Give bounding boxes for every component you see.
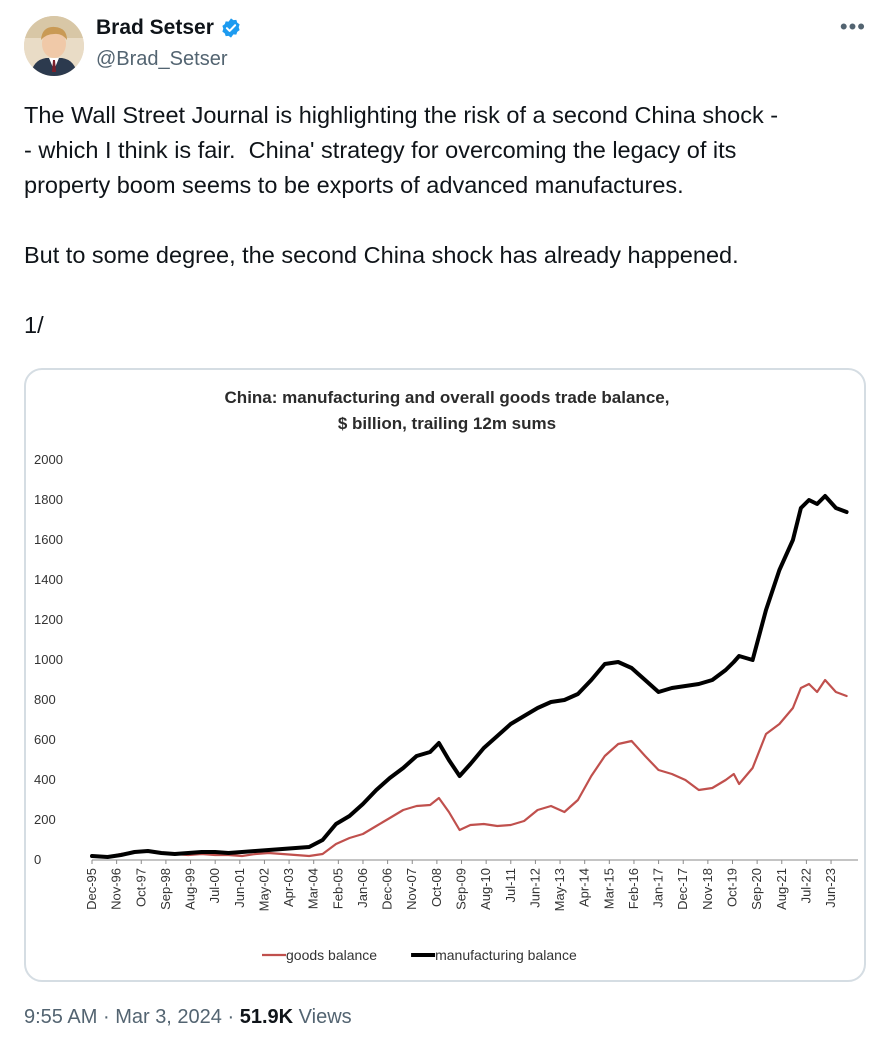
x-tick-label: Oct-19 xyxy=(724,868,739,907)
legend-label: manufacturing balance xyxy=(435,947,577,963)
tweet-media-chart[interactable]: China: manufacturing and overall goods t… xyxy=(24,368,866,982)
x-tick-label: Apr-03 xyxy=(281,868,296,907)
series-layer xyxy=(90,494,849,859)
x-tick-label: May-02 xyxy=(256,868,271,911)
x-tick-label: Nov-96 xyxy=(109,868,124,910)
y-tick-label: 1000 xyxy=(34,652,63,667)
y-tick-label: 2000 xyxy=(34,452,63,467)
manufacturing-balance-line xyxy=(90,494,849,859)
x-tick-label: Dec-95 xyxy=(84,868,99,910)
author-name[interactable]: Brad Setser xyxy=(96,16,214,39)
avatar-image xyxy=(24,16,84,76)
x-tick-label: Oct-97 xyxy=(133,868,148,907)
avatar[interactable] xyxy=(24,16,84,76)
x-tick-label: Sep-98 xyxy=(158,868,173,910)
x-tick-label: Sep-09 xyxy=(454,868,469,910)
y-tick-label: 0 xyxy=(34,852,41,867)
y-tick-label: 600 xyxy=(34,732,56,747)
y-tick-label: 1400 xyxy=(34,572,63,587)
y-tick-label: 1200 xyxy=(34,612,63,627)
x-tick-label: Oct-08 xyxy=(429,868,444,907)
y-tick-label: 800 xyxy=(34,692,56,707)
x-axis: Dec-95 Nov-96 Oct-97 Sep-98 Aug-99 Jul-00 Jun-… xyxy=(84,859,858,911)
x-tick-label: Aug-10 xyxy=(478,868,493,910)
x-tick-label: Jul-00 xyxy=(207,868,222,903)
legend: goods balance manufacturing balance xyxy=(262,947,577,963)
x-tick-label: Sep-20 xyxy=(749,868,764,910)
x-tick-label: Dec-17 xyxy=(675,868,690,910)
x-tick-label: Mar-04 xyxy=(306,868,321,909)
x-tick-label: Jan-17 xyxy=(651,868,666,908)
x-tick-label: Apr-14 xyxy=(577,868,592,907)
x-tick-label: Feb-05 xyxy=(330,868,345,909)
x-tick-label: Mar-15 xyxy=(601,868,616,909)
verified-badge-icon xyxy=(222,18,240,38)
chart: China: manufacturing and overall goods t… xyxy=(34,388,858,963)
x-tick-label: May-13 xyxy=(552,868,567,911)
x-tick-label: Aug-99 xyxy=(183,868,198,910)
y-tick-label: 400 xyxy=(34,772,56,787)
y-axis: 0 200 400 600 800 1000 1200 1400 1600 1800 2000 xyxy=(34,452,63,867)
meta-separator: · xyxy=(227,1006,235,1028)
y-tick-label: 200 xyxy=(34,812,56,827)
more-horizontal-icon[interactable]: ••• xyxy=(839,14,866,39)
x-tick-label: Jul-11 xyxy=(503,868,518,902)
x-tick-label: Jun-23 xyxy=(823,868,838,908)
x-tick-label: Feb-16 xyxy=(626,868,641,909)
x-tick-label: Dec-06 xyxy=(380,868,395,910)
tweet-text: The Wall Street Journal is highlighting … xyxy=(24,102,779,338)
chart-subtitle: $ billion, trailing 12m sums xyxy=(338,414,556,433)
meta-separator: · xyxy=(102,1006,110,1028)
timestamp-date[interactable]: Mar 3, 2024 xyxy=(115,1006,222,1028)
chart-title: China: manufacturing and overall goods t… xyxy=(225,388,670,407)
legend-label: goods balance xyxy=(286,947,377,963)
x-tick-label: Nov-07 xyxy=(404,868,419,910)
views-label: Views xyxy=(298,1006,352,1028)
author-handle[interactable]: @Brad_Setser xyxy=(96,48,228,70)
x-tick-label: Nov-18 xyxy=(700,868,715,910)
x-tick-label: Jun-01 xyxy=(232,868,247,908)
y-tick-label: 1800 xyxy=(34,492,63,507)
timestamp-time[interactable]: 9:55 AM xyxy=(24,1006,98,1028)
x-tick-label: Aug-21 xyxy=(774,868,789,910)
x-tick-label: Jan-06 xyxy=(355,868,370,908)
tweet-meta: 9:55 AM · Mar 3, 2024 · 51.9K Views xyxy=(24,1006,352,1029)
x-tick-label: Jun-12 xyxy=(527,868,542,908)
views-count: 51.9K xyxy=(239,1006,294,1028)
goods-balance-line xyxy=(90,678,848,859)
y-tick-label: 1600 xyxy=(34,532,63,547)
x-tick-label: Jul-22 xyxy=(798,868,813,903)
